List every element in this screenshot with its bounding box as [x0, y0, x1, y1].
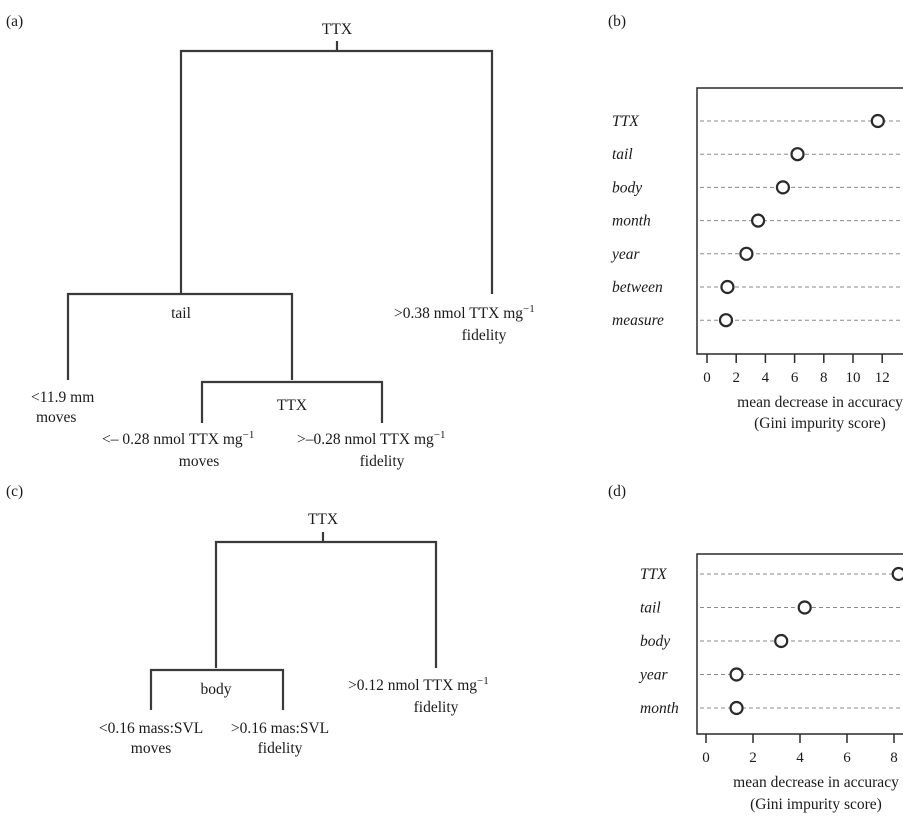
tree-c-leaf-right-class: fidelity: [414, 699, 459, 716]
data-point: [729, 700, 744, 716]
tree-a-ttx-split: [200, 380, 384, 423]
tree-a-tail-split: [66, 292, 294, 380]
tree-a-leaf-right-value: >0.38 nmol TTX mg−1: [394, 303, 535, 322]
x-tick-label: 0: [703, 370, 711, 386]
tree-c-leaf-right-value: >0.12 nmol TTX mg−1: [348, 675, 489, 694]
chart-d-axis-frame: [696, 553, 903, 735]
tree-a-root-label: TTX: [322, 21, 352, 38]
decision-tree-a: TTX tail TTX <11.9 mm moves <– 0.28 nmol…: [31, 21, 535, 470]
x-tick-label: 10: [846, 370, 861, 386]
tree-c-leaf-mid-value: >0.16 mas:SVL: [231, 720, 329, 737]
panel-label-c: (c): [6, 483, 23, 500]
category-label: month: [640, 700, 679, 717]
x-tick-label: 12: [875, 370, 890, 386]
category-label: year: [638, 667, 669, 684]
tree-c-root-split: [214, 540, 438, 668]
x-tick-label: 4: [796, 750, 804, 766]
data-point: [797, 600, 812, 615]
x-tick-label: 2: [749, 750, 757, 766]
importance-chart-d: TTX tail body year month 0 2 4 6 8 mean decrease…: [638, 553, 903, 813]
category-label: month: [612, 213, 651, 230]
data-point: [720, 279, 735, 295]
chart-b-xlabel-2: (Gini impurity score): [754, 415, 886, 432]
chart-d-xlabel: mean decrease in accuracy: [733, 774, 899, 791]
data-point: [790, 147, 805, 162]
chart-b-axis-frame: [696, 87, 903, 355]
x-tick-label: 6: [843, 750, 851, 766]
tree-c-leaf-left-value: <0.16 mass:SVL: [99, 720, 203, 737]
data-point: [718, 313, 734, 328]
tree-a-inner-ttx-label: TTX: [277, 397, 307, 414]
panel-label-b: (b): [608, 13, 626, 30]
tree-c-leaf-mid-class: fidelity: [258, 740, 303, 757]
data-point: [891, 566, 903, 582]
tree-c-body-label: body: [201, 681, 232, 698]
tree-a-root-split: [179, 49, 494, 294]
tree-a-leaf-left-value: <11.9 mm: [31, 389, 94, 406]
tree-a-leaf-left-class: moves: [36, 409, 76, 426]
chart-d-xlabel-2: (Gini impurity score): [750, 796, 882, 813]
tree-a-leaf-midright-value: >–0.28 nmol TTX mg−1: [297, 429, 445, 448]
tree-a-leaf-right-class: fidelity: [462, 327, 507, 344]
data-point: [774, 633, 789, 649]
category-label: TTX: [640, 566, 667, 583]
x-tick-label: 4: [762, 370, 770, 386]
x-tick-label: 8: [890, 750, 898, 766]
tree-c-body-split: [149, 668, 285, 710]
x-tick-label: 0: [702, 750, 710, 766]
category-label: between: [612, 279, 663, 296]
tree-a-tail-label: tail: [171, 305, 191, 322]
x-tick-label: 2: [732, 370, 740, 386]
panel-label-d: (d): [608, 483, 626, 500]
data-point: [750, 213, 766, 228]
importance-chart-b: TTX tail body month year between measure 0 2 4 6 8…: [610, 87, 903, 432]
data-point: [739, 246, 754, 261]
category-label: body: [640, 633, 670, 650]
panel-label-a: (a): [6, 13, 23, 30]
data-point: [775, 180, 791, 195]
tree-c-leaf-left-class: moves: [131, 740, 171, 757]
tree-a-leaf-midleft-value: <– 0.28 nmol TTX mg−1: [102, 429, 254, 448]
x-tick-label: 8: [820, 370, 828, 386]
decision-tree-c: TTX body <0.16 mass:SVL moves >0.16 mas:…: [99, 511, 489, 757]
category-label: year: [610, 246, 641, 263]
tree-a-leaf-midright-class: fidelity: [360, 453, 405, 470]
category-label: tail: [612, 146, 633, 163]
category-label: TTX: [612, 113, 639, 130]
data-point: [729, 667, 744, 682]
x-tick-label: 6: [791, 370, 799, 386]
data-point: [870, 113, 885, 129]
tree-a-leaf-midleft-class: moves: [179, 453, 219, 470]
chart-b-xlabel: mean decrease in accuracy: [737, 394, 903, 411]
category-label: measure: [612, 312, 664, 329]
category-label: body: [612, 179, 642, 196]
category-label: tail: [640, 600, 661, 617]
tree-c-root-label: TTX: [308, 511, 338, 528]
